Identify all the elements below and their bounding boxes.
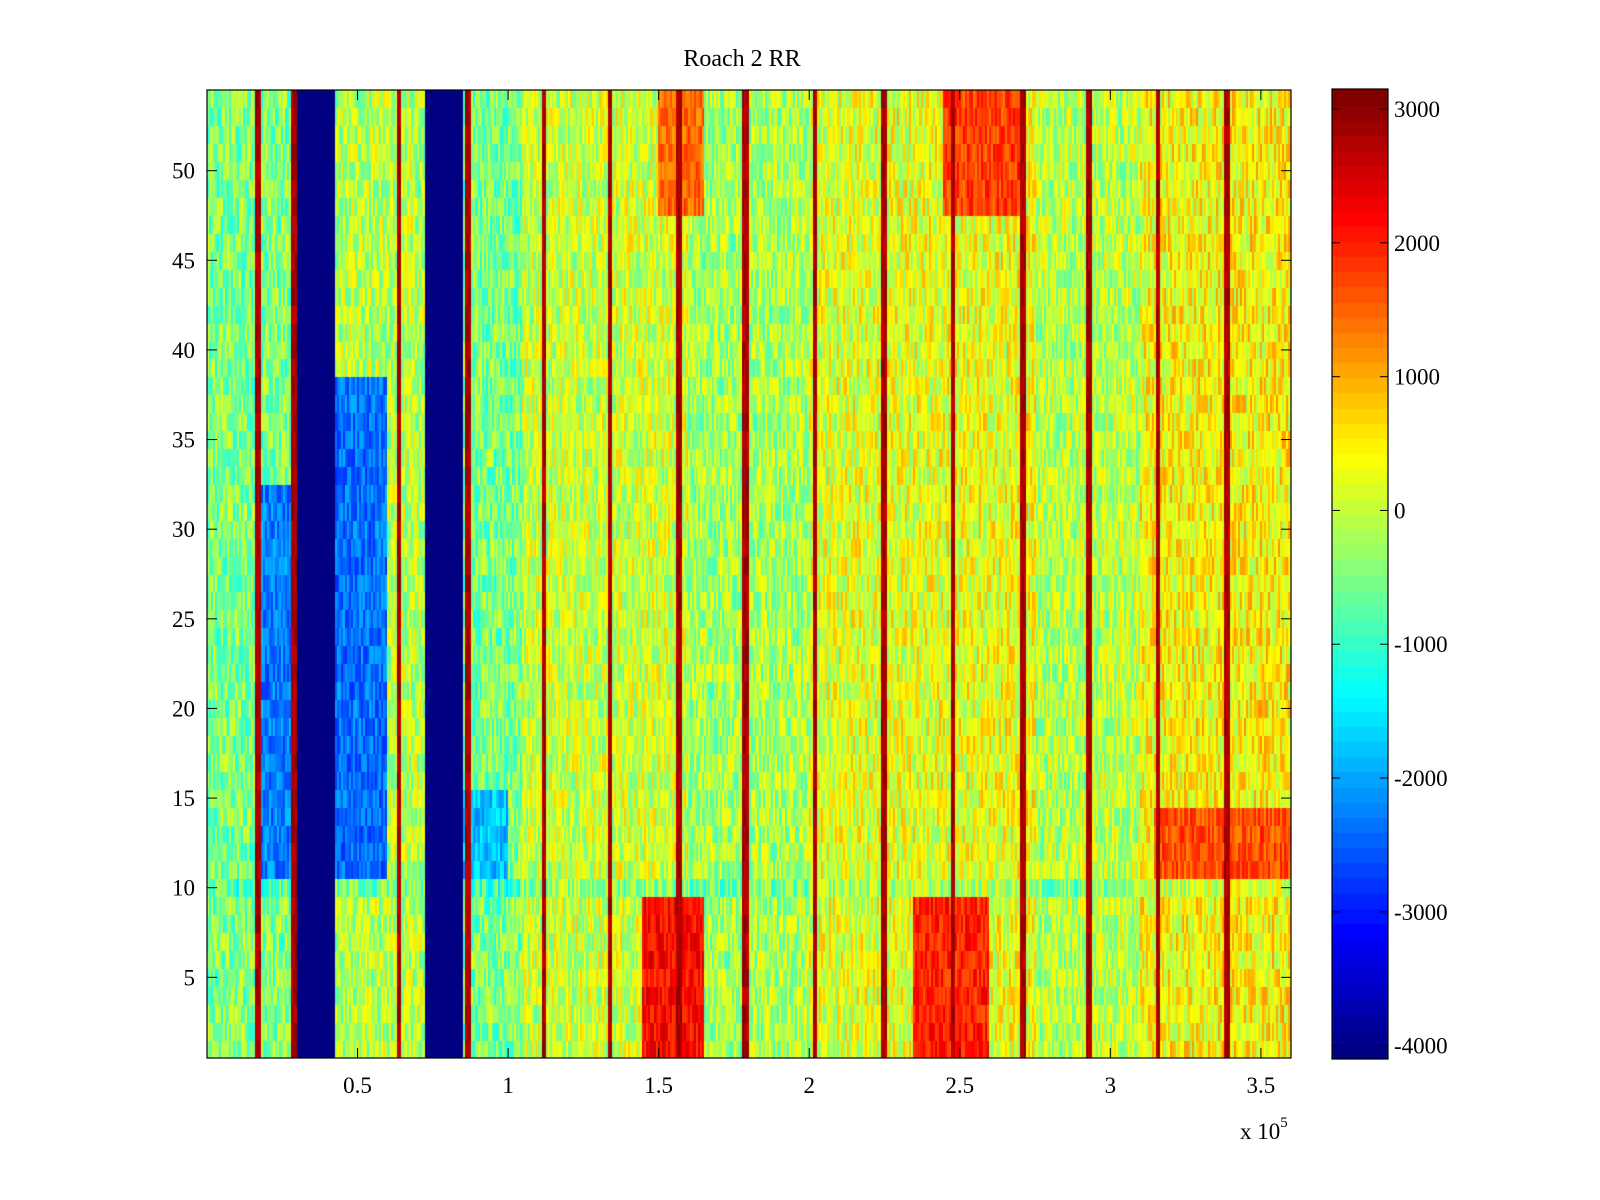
y-tick-label: 45 bbox=[172, 248, 195, 273]
y-tick-label: 15 bbox=[172, 786, 195, 811]
colorbar-tick-label: -4000 bbox=[1394, 1034, 1448, 1059]
y-tick-label: 30 bbox=[172, 517, 195, 542]
colorbar-frame bbox=[1331, 88, 1389, 1060]
y-tick-label: 35 bbox=[172, 428, 195, 453]
y-tick-label: 25 bbox=[172, 607, 195, 632]
x-tick-label: 2 bbox=[803, 1073, 815, 1098]
colorbar-tick-label: 1000 bbox=[1394, 365, 1440, 390]
x-tick-label: 3 bbox=[1105, 1073, 1117, 1098]
y-tick-label: 10 bbox=[172, 876, 195, 901]
y-tick-label: 20 bbox=[172, 696, 195, 721]
x-axis: 0.5 1 1.5 2 2.5 3 3.5 bbox=[343, 90, 1275, 1098]
colorbar-tick-label: 3000 bbox=[1394, 97, 1440, 122]
x-exponent-label: x 105 bbox=[1240, 1115, 1288, 1144]
y-tick-label: 5 bbox=[184, 965, 196, 990]
x-exponent-power: 5 bbox=[1280, 1115, 1288, 1131]
x-tick-label: 2.5 bbox=[945, 1073, 974, 1098]
heatmap-image bbox=[207, 90, 1291, 1058]
x-exponent-base: x 10 bbox=[1240, 1119, 1280, 1144]
x-tick-label: 0.5 bbox=[343, 1073, 372, 1098]
colorbar-tick-label: 2000 bbox=[1394, 231, 1440, 256]
colorbar-tick-label: -1000 bbox=[1394, 632, 1448, 657]
y-tick-label: 40 bbox=[172, 338, 195, 363]
plot-area-frame bbox=[206, 89, 1292, 1059]
colorbar-tick-label: -3000 bbox=[1394, 900, 1448, 925]
y-axis: 5 10 15 20 25 30 35 40 45 50 bbox=[172, 159, 1291, 990]
colorbar-axis: 3000 2000 1000 0 -1000 -2000 -3000 -4000 bbox=[1332, 97, 1448, 1059]
x-tick-label: 1.5 bbox=[644, 1073, 673, 1098]
y-tick-label: 50 bbox=[172, 159, 195, 184]
x-tick-label: 1 bbox=[502, 1073, 514, 1098]
chart-title: Roach 2 RR bbox=[683, 46, 800, 72]
x-tick-label: 3.5 bbox=[1247, 1073, 1276, 1098]
colorbar-tick-label: -2000 bbox=[1394, 766, 1448, 791]
colorbar bbox=[1332, 89, 1388, 1059]
colorbar-tick-label: 0 bbox=[1394, 498, 1406, 523]
